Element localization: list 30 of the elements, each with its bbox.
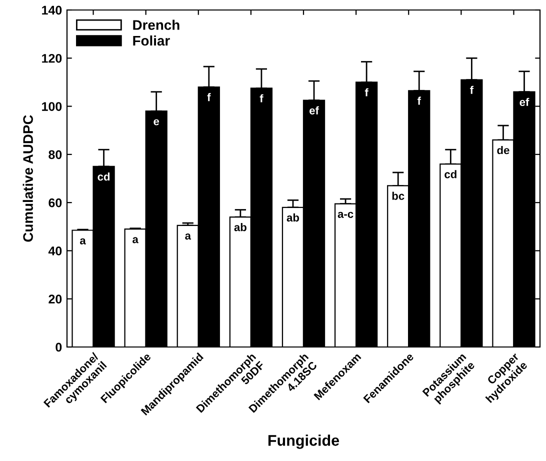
y-tick-label: 100 [42,102,62,111]
y-tick-label: 60 [48,198,62,208]
data-label: f [364,88,368,96]
data-label: de [497,146,510,154]
y-tick-label: 0 [56,342,62,352]
data-label: ef [310,106,319,114]
y-tick-label: 140 [42,6,62,15]
legend-label: Foliar [133,35,170,46]
data-label: a-c [338,212,354,218]
data-label: f [470,86,474,94]
data-label: ab [286,213,300,222]
data-label: bc [392,192,404,200]
x-axis-title: Fungicide [268,434,340,449]
data-label: a [132,237,138,244]
data-label: f [417,96,421,105]
y-tick-label: 20 [48,294,62,304]
data-label: f [207,93,211,102]
y-tick-label: 40 [48,246,62,256]
y-tick-label: 80 [48,150,62,160]
data-label: ab [234,223,246,232]
data-label: a [80,238,86,244]
data-label: f [260,94,264,102]
data-label: ef [520,98,530,106]
y-tick-label: 120 [42,54,62,63]
data-label: a [185,234,192,240]
legend-label: Drench [133,20,180,30]
data-label: cd [444,170,456,178]
data-label: cd [98,172,110,181]
y-axis-title: Cumulative AUDPC [22,115,33,242]
data-label: e [154,119,160,126]
